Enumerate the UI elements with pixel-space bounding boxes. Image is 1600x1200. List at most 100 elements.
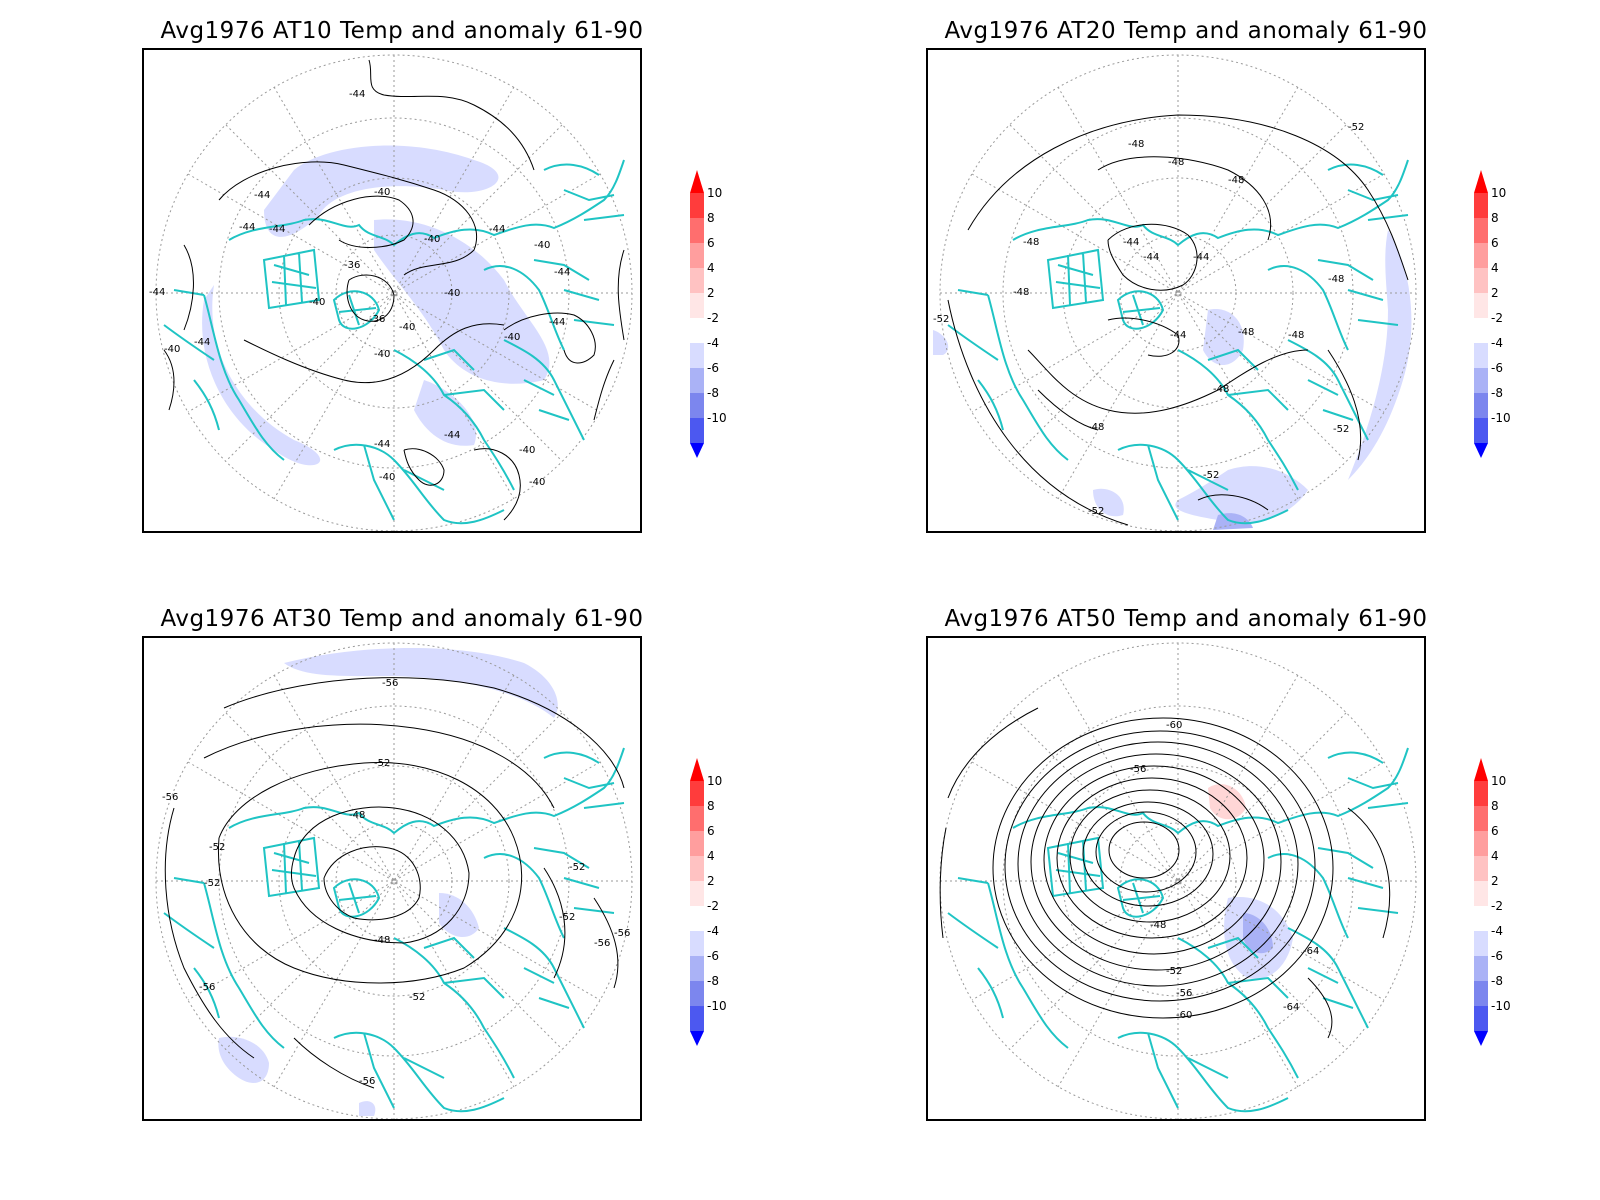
colorbar-tick-label: -10 <box>707 999 727 1013</box>
colorbar-swatch <box>690 831 704 856</box>
polar-map-svg: -44 -44 -40 -44 -44 -40 -40 -44 -40 -36 … <box>149 54 633 531</box>
contour-label: -60 <box>1166 720 1182 731</box>
contour-label: -40 <box>424 234 440 245</box>
grid-lines <box>939 642 1417 1119</box>
contour-labels: -56 -52 -56 -48 -52 -52 -52 -52 -48 -56 … <box>162 678 630 1087</box>
contour-label: -48 <box>374 935 390 946</box>
contour-label: -56 <box>594 938 610 949</box>
contour-label: -44 <box>149 287 165 298</box>
polar-map: -56 -52 -56 -48 -52 -52 -52 -52 -48 -56 … <box>142 636 642 1121</box>
colorbar-swatches <box>1474 758 1488 1046</box>
colorbar-tick-labels: 10 8 6 4 2 -2 -4 -6 -8 -10 <box>707 774 727 1013</box>
colorbar-swatch <box>690 343 704 368</box>
colorbar-swatch <box>1474 781 1488 806</box>
contour-label: -40 <box>374 349 390 360</box>
colorbar-swatch <box>1474 831 1488 856</box>
contour-label: -48 <box>1128 139 1144 150</box>
grid-lines <box>155 642 633 1119</box>
contour-label: -36 <box>369 314 385 325</box>
map-panel-at10: Avg1976 AT10 Temp and anomaly 61-90 <box>142 18 762 578</box>
colorbar-tick-label: 2 <box>707 286 715 300</box>
colorbar-tick-label: -4 <box>707 924 719 938</box>
contour-label: -44 <box>554 267 570 278</box>
contour-label: -40 <box>309 297 325 308</box>
colorbar-swatch <box>690 393 704 418</box>
panel-title: Avg1976 AT20 Temp and anomaly 61-90 <box>944 18 1428 44</box>
polar-map-svg: -56 -52 -56 -48 -52 -52 -52 -52 -48 -56 … <box>155 642 633 1119</box>
colorbar-tick-label: -10 <box>1491 411 1511 425</box>
contour-label: -44 <box>1123 237 1139 248</box>
colorbar-swatch <box>690 931 704 956</box>
colorbar-tick-labels: 10 8 6 4 2 -2 -4 -6 -8 -10 <box>1491 186 1511 425</box>
contour-label: -40 <box>374 187 390 198</box>
contour-label: -48 <box>1013 287 1029 298</box>
contour-label: -48 <box>349 810 365 821</box>
colorbar-swatches <box>690 758 704 1046</box>
contour-lines <box>947 114 1409 526</box>
contour-label: -44 <box>444 430 460 441</box>
contour-label: -56 <box>359 1076 375 1087</box>
colorbar-swatch <box>690 981 704 1006</box>
colorbar-tick-label: 4 <box>707 849 715 863</box>
contour-label: -48 <box>1228 175 1244 186</box>
contour-label: -40 <box>519 445 535 456</box>
colorbar-tick-label: 2 <box>707 874 715 888</box>
contour-label: -36 <box>344 260 360 271</box>
contour-label: -56 <box>162 792 178 803</box>
colorbar-swatch <box>690 806 704 831</box>
contour-label: -40 <box>379 472 395 483</box>
colorbar-tick-label: -4 <box>1491 924 1503 938</box>
colorbar-swatch <box>1474 881 1488 906</box>
contour-label: -52 <box>1088 506 1104 517</box>
coastlines <box>947 159 1409 525</box>
contour-label: -48 <box>1288 330 1304 341</box>
colorbar-swatch <box>690 318 704 343</box>
polar-map: -44 -44 -40 -44 -44 -40 -40 -44 -40 -36 … <box>142 48 642 533</box>
colorbar-tick-label: -10 <box>707 411 727 425</box>
colorbar-tick-label: 4 <box>1491 849 1499 863</box>
contour-label: -56 <box>1176 988 1192 999</box>
contour-labels: -52 -48 -48 -48 -48 -44 -44 -44 -48 -48 … <box>933 122 1364 517</box>
colorbar-swatch <box>1474 193 1488 218</box>
contour-label: -52 <box>1333 424 1349 435</box>
contour-label: -56 <box>382 678 398 689</box>
contour-label: -48 <box>1238 327 1254 338</box>
colorbar-swatch <box>1474 343 1488 368</box>
colorbar-swatch <box>690 781 704 806</box>
colorbar-swatch <box>690 856 704 881</box>
colorbar-tick-label: 10 <box>1491 774 1506 788</box>
colorbar-tick-label: 6 <box>1491 824 1499 838</box>
map-panel-at50: Avg1976 AT50 Temp and anomaly 61-90 <box>926 606 1546 1166</box>
contour-label: -44 <box>374 439 390 450</box>
contour-label: -52 <box>209 842 225 853</box>
contour-label: -52 <box>933 314 949 325</box>
contour-labels: -44 -44 -40 -44 -44 -40 -40 -44 -40 -36 … <box>149 89 570 488</box>
colorbar-swatch <box>1474 418 1488 443</box>
polar-map-svg: -60 -56 -48 -52 -56 -60 -64 -64 <box>939 642 1417 1119</box>
colorbar-swatch <box>1474 906 1488 931</box>
colorbar-swatch <box>1474 170 1488 193</box>
polar-map: -52 -48 -48 -48 -48 -44 -44 -44 -48 -48 … <box>926 48 1426 533</box>
colorbar-tick-label: 8 <box>707 799 715 813</box>
contour-label: -48 <box>1213 384 1229 395</box>
contour-label: -52 <box>559 912 575 923</box>
panel-title: Avg1976 AT10 Temp and anomaly 61-90 <box>160 18 644 44</box>
contour-label: -40 <box>444 288 460 299</box>
colorbar-swatch <box>1474 443 1488 458</box>
contour-label: -56 <box>614 928 630 939</box>
contour-label: -44 <box>254 190 270 201</box>
contour-label: -52 <box>374 758 390 769</box>
colorbar-tick-label: -10 <box>1491 999 1511 1013</box>
colorbar-swatch <box>1474 268 1488 293</box>
contour-label: -44 <box>194 337 210 348</box>
anomaly-shading <box>218 648 558 1116</box>
contour-label: -44 <box>1143 252 1159 263</box>
polar-map: -60 -56 -48 -52 -56 -60 -64 -64 <box>926 636 1426 1121</box>
contour-label: -44 <box>1170 330 1186 341</box>
colorbar-swatch <box>690 218 704 243</box>
contour-label: -44 <box>239 222 255 233</box>
colorbar-swatch <box>690 881 704 906</box>
colorbar-swatch <box>1474 1006 1488 1031</box>
contour-label: -40 <box>534 240 550 251</box>
colorbar-swatch <box>1474 293 1488 318</box>
